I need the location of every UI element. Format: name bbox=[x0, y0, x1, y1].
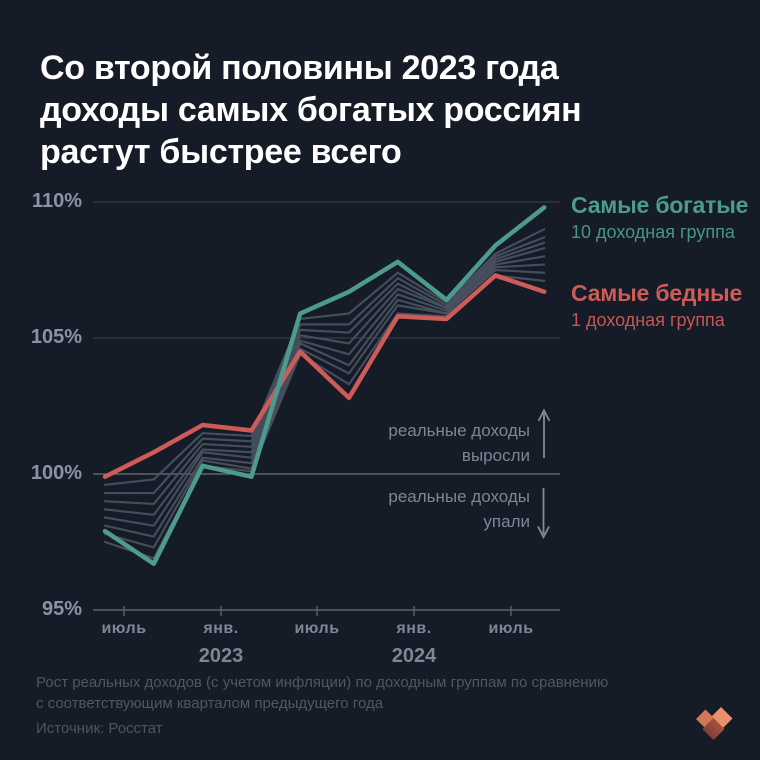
x-tick-jul-2023: июль bbox=[294, 620, 340, 637]
y-tick-100: 100% bbox=[30, 462, 82, 484]
line-decile-3 bbox=[103, 236, 546, 495]
title-line-3: растут быстрее всего bbox=[40, 132, 402, 171]
page-title: Со второй половины 2023 года доходы самы… bbox=[40, 47, 720, 173]
annotation-fell-line2: упали bbox=[483, 512, 530, 531]
annotation-grew-line1: реальные доходы bbox=[388, 421, 530, 440]
legend-poorest-title: Самые бедные bbox=[571, 280, 743, 306]
annotation-grew-line2: выросли bbox=[461, 446, 530, 465]
source-credit: Источник: Росстат bbox=[36, 720, 163, 737]
legend-poorest: Самые бедные 1 доходная группа bbox=[571, 280, 756, 332]
y-tick-95: 95% bbox=[41, 598, 82, 620]
x-tick-jan-2024: янв. bbox=[396, 620, 432, 637]
x-year-2024: 2024 bbox=[391, 645, 437, 667]
x-tick-jul-2024: июль bbox=[488, 620, 534, 637]
publisher-logo-heart-icon bbox=[696, 707, 733, 740]
y-tick-105: 105% bbox=[30, 326, 82, 348]
x-year-2023: 2023 bbox=[198, 645, 244, 667]
footnote-line1: Рост реальных доходов (с учетом инфляции… bbox=[36, 674, 609, 691]
legend-richest-subtitle: 10 доходная группа bbox=[571, 222, 735, 242]
annotation-arrows bbox=[537, 408, 551, 539]
y-tick-110: 110% bbox=[31, 190, 82, 212]
title-line-2: доходы самых богатых россиян bbox=[40, 90, 582, 129]
legend-poorest-subtitle: 1 доходная группа bbox=[571, 310, 725, 330]
line-decile-6 bbox=[103, 255, 546, 527]
title-line-1: Со второй половины 2023 года bbox=[40, 48, 559, 87]
annotation-incomes-grew: реальные доходы выросли bbox=[298, 418, 530, 468]
line-decile-5 bbox=[103, 247, 546, 516]
annotation-incomes-fell: реальные доходы упали bbox=[298, 484, 530, 534]
line-decile-1-poorest bbox=[102, 273, 547, 479]
chart-footnote: Рост реальных доходов (с учетом инфляции… bbox=[36, 672, 656, 714]
x-tick-jul-2022: июль bbox=[101, 620, 147, 637]
line-decile-2 bbox=[103, 228, 546, 486]
legend-richest-title: Самые богатые bbox=[571, 192, 749, 218]
annotation-fell-line1: реальные доходы bbox=[388, 487, 530, 506]
footnote-line2: с соответствующим кварталом предыдущего … bbox=[36, 695, 384, 712]
line-decile-10-richest bbox=[102, 205, 547, 567]
line-decile-8 bbox=[103, 268, 546, 549]
x-tick-jan-2023: янв. bbox=[203, 620, 239, 637]
legend-richest: Самые богатые 10 доходная группа bbox=[571, 192, 756, 244]
